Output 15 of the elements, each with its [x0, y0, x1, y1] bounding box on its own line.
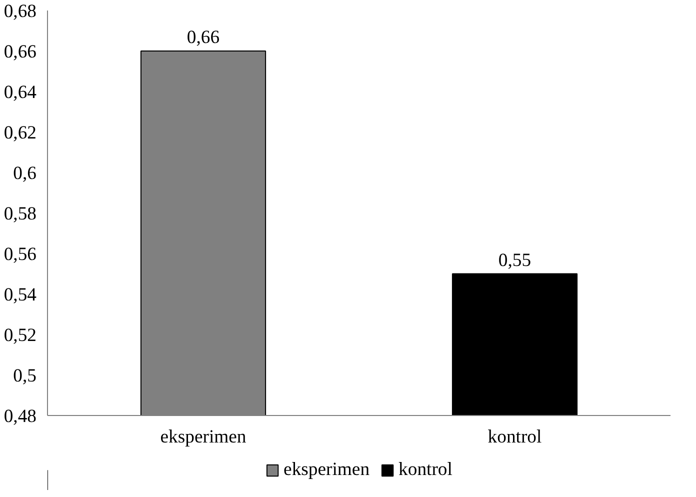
y-tick-label: 0,5 — [13, 366, 37, 386]
y-tick-label: 0,58 — [4, 204, 37, 224]
y-tick-label: 0,56 — [4, 244, 37, 265]
y-tick-label: 0,52 — [4, 325, 37, 346]
legend-label: eksperimen — [284, 459, 370, 481]
data-label: 0,55 — [498, 250, 532, 271]
y-tick-label: 0,66 — [4, 42, 37, 62]
y-tick-label: 0,68 — [4, 1, 37, 22]
y-tick-label: 0,62 — [4, 122, 37, 144]
y-tick-label: 0,64 — [4, 82, 38, 103]
y-tick-label: 0,6 — [13, 163, 37, 184]
y-tick-label: 0,54 — [4, 284, 38, 306]
y-tick-label: 0,48 — [4, 406, 37, 427]
data-label: 0,66 — [186, 27, 220, 48]
legend-label: kontrol — [398, 459, 452, 481]
